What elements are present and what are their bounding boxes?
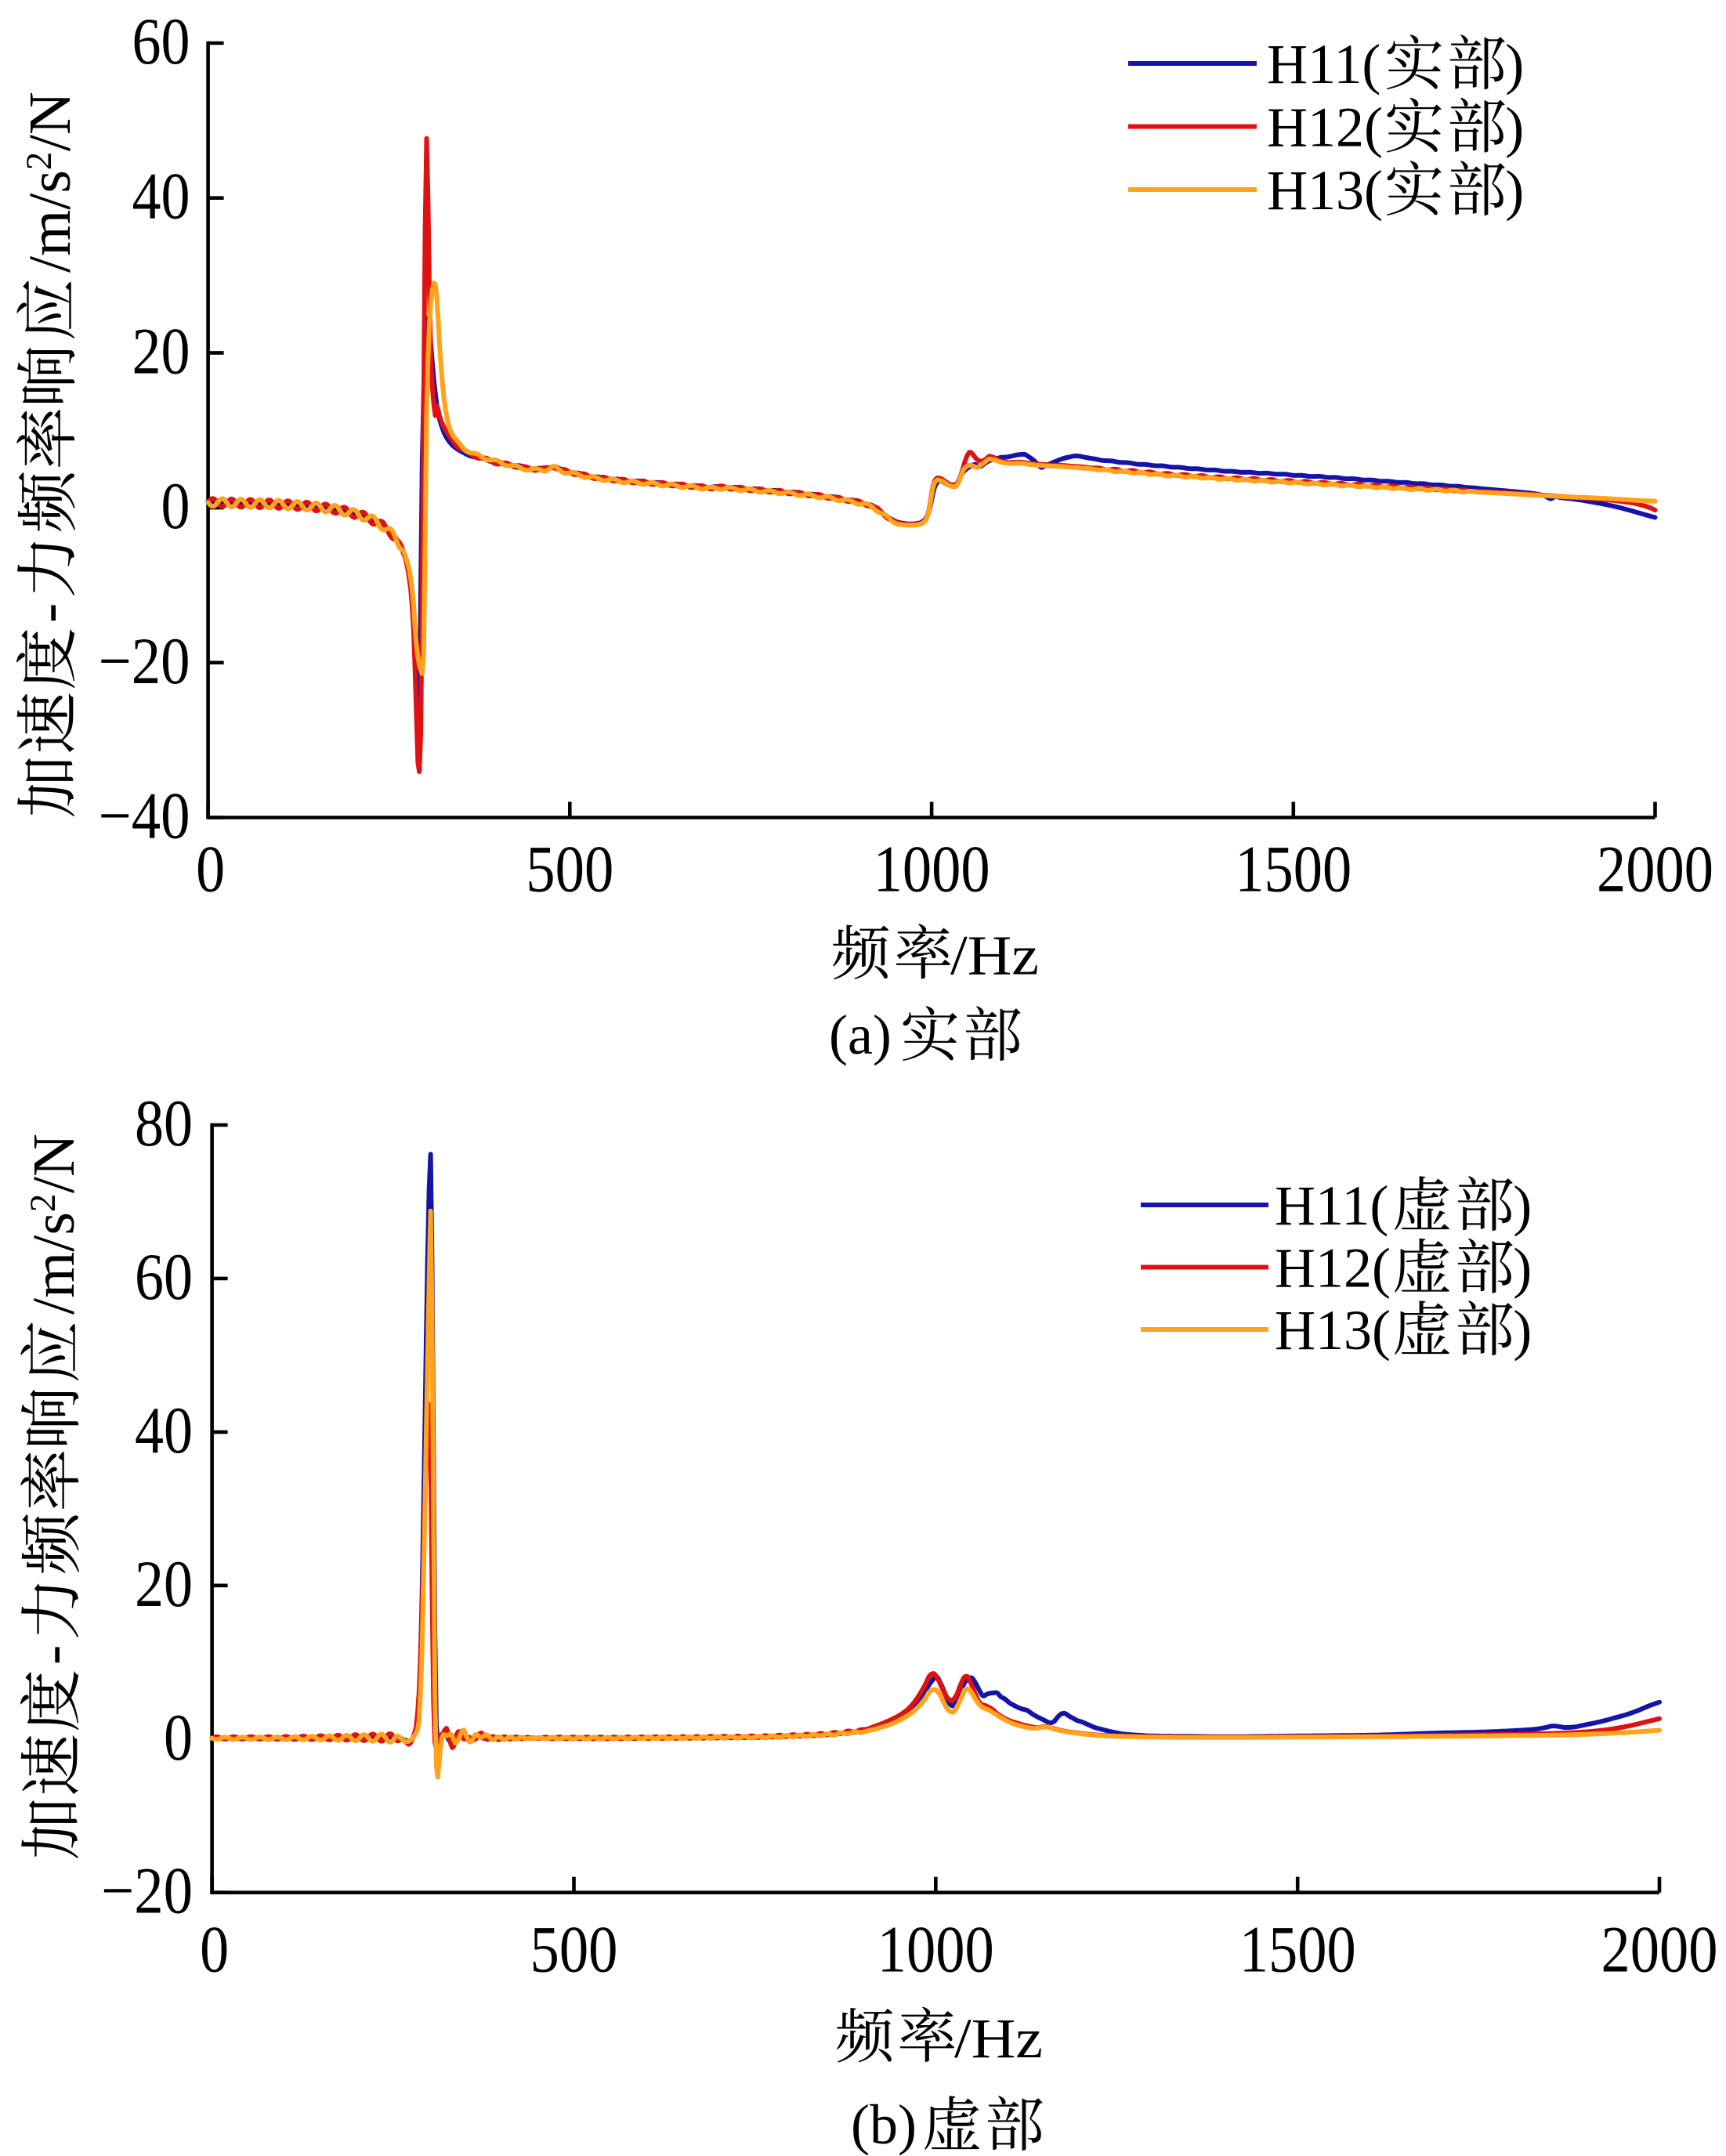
svg-text:20: 20 [132,314,190,388]
svg-text:80: 80 [135,1087,193,1160]
svg-text:0: 0 [164,1701,193,1774]
svg-text:1500: 1500 [1239,1913,1356,1987]
svg-text:/m/s: /m/s [21,1212,87,1315]
svg-text:): ) [1513,1174,1532,1237]
svg-text:/Hz: /Hz [950,924,1039,987]
svg-text:/N: /N [21,1134,87,1193]
svg-text:H11(: H11( [1275,1174,1388,1237]
svg-text:/m/s: /m/s [17,170,83,273]
svg-text:0: 0 [161,469,190,543]
svg-text:500: 500 [530,1913,618,1987]
svg-text:H11(: H11( [1267,33,1380,96]
svg-text:1500: 1500 [1235,833,1351,906]
svg-text:/Hz: /Hz [954,2007,1043,2070]
svg-text:H12(: H12( [1267,96,1383,159]
svg-text:60: 60 [132,5,190,78]
svg-text:-: - [15,603,81,623]
svg-text:2: 2 [19,152,60,171]
svg-text:): ) [1505,159,1524,222]
svg-text:20: 20 [135,1547,193,1621]
svg-text:/N: /N [17,92,83,151]
svg-text:): ) [1505,33,1524,96]
svg-text:(a): (a) [829,1004,892,1066]
svg-text:): ) [1513,1237,1532,1300]
svg-text:H13(: H13( [1267,159,1383,222]
svg-text:2000: 2000 [1601,1913,1718,1987]
svg-text:0: 0 [196,833,225,906]
svg-text:1000: 1000 [877,1913,994,1987]
svg-text:1000: 1000 [874,833,990,906]
svg-text:500: 500 [526,833,613,906]
svg-text:): ) [1513,1299,1532,1362]
svg-text:0: 0 [200,1913,229,1987]
svg-text:−40: −40 [99,780,190,853]
svg-text:40: 40 [135,1394,193,1467]
svg-text:-: - [19,1645,85,1665]
svg-text:H12(: H12( [1275,1237,1391,1300]
svg-text:−20: −20 [99,624,190,698]
svg-text:−20: −20 [101,1854,193,1928]
svg-text:(b): (b) [851,2093,917,2156]
svg-text:): ) [1505,96,1524,159]
svg-text:60: 60 [135,1240,193,1314]
svg-text:2000: 2000 [1597,833,1713,906]
svg-text:40: 40 [132,160,190,233]
svg-text:2: 2 [23,1194,63,1213]
svg-text:H13(: H13( [1275,1299,1391,1362]
